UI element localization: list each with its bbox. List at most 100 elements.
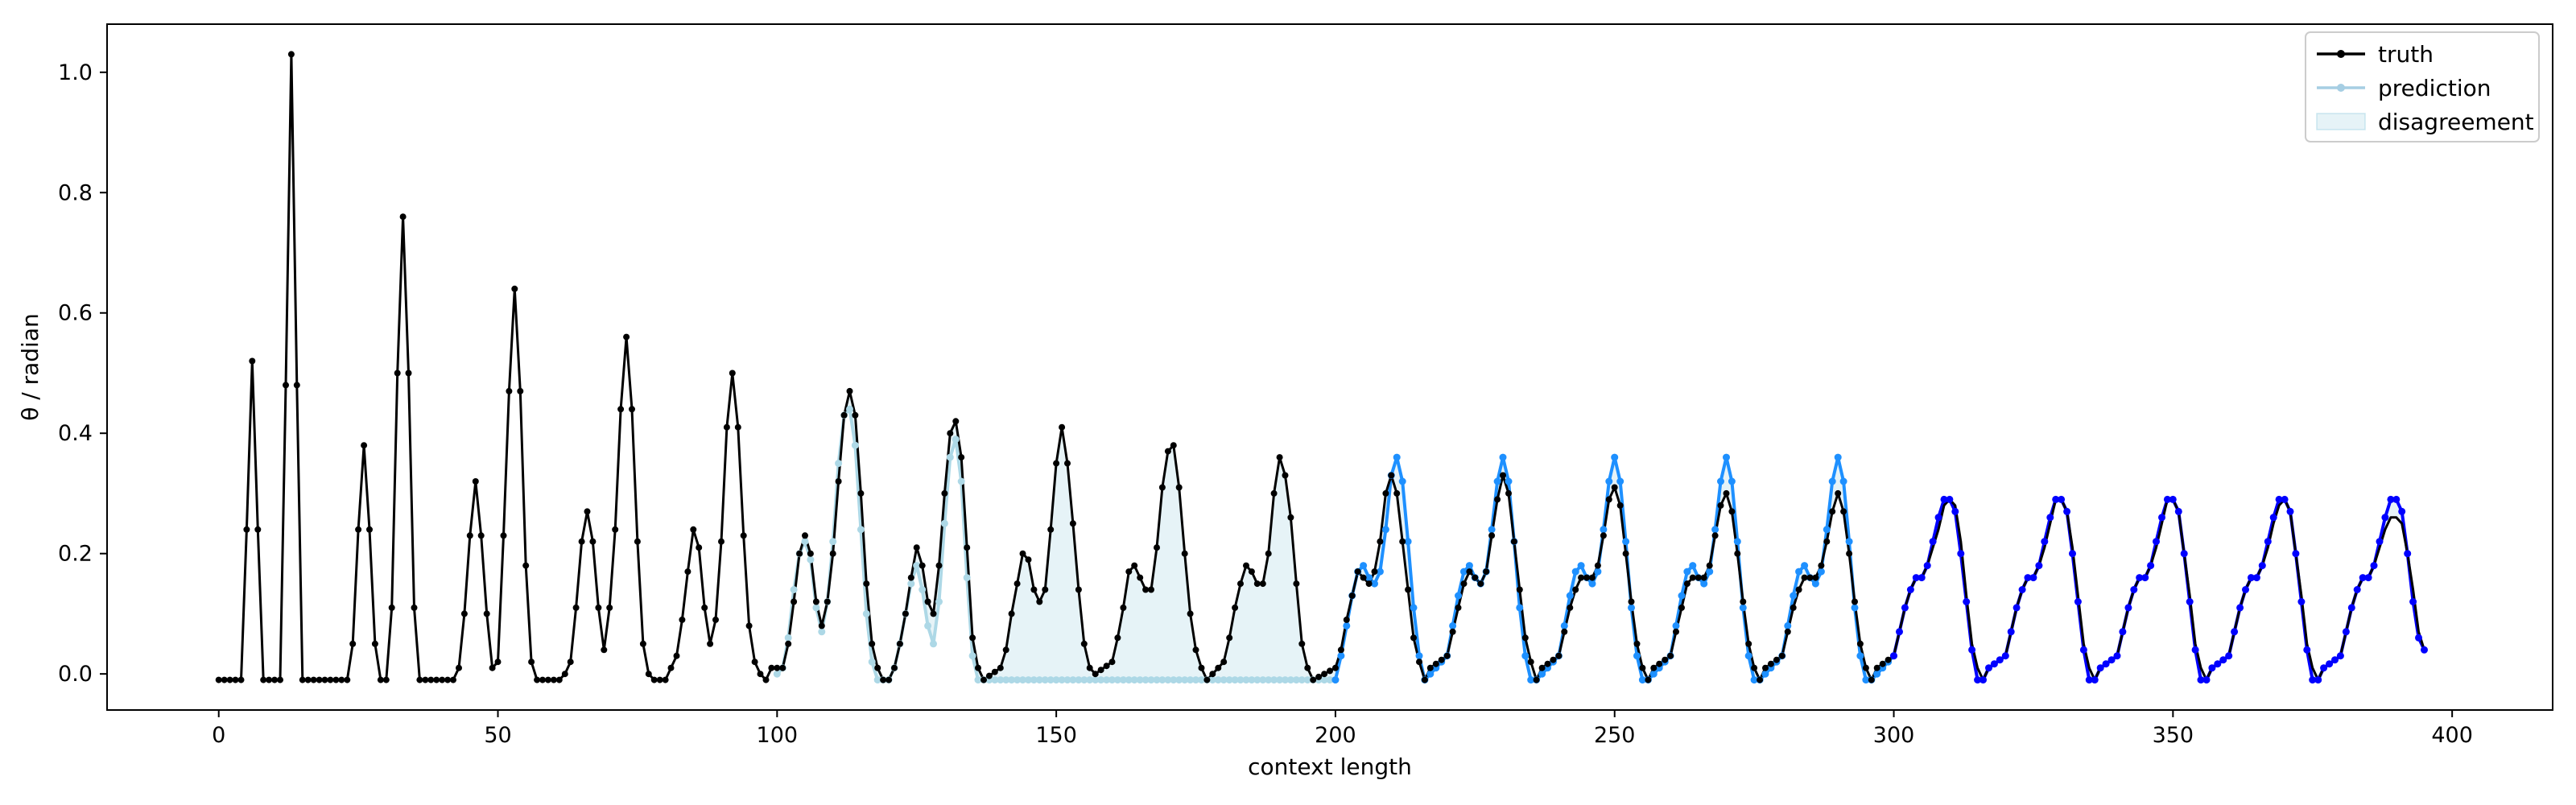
truth-point [1662, 656, 1669, 663]
truth-point [1572, 586, 1579, 593]
truth-point [1683, 580, 1690, 588]
truth-point [405, 369, 412, 377]
prediction-point [913, 562, 921, 570]
prediction-point [974, 676, 982, 684]
prediction-point [2353, 586, 2361, 593]
prediction-point [873, 676, 881, 684]
prediction-point [1187, 676, 1195, 684]
prediction-point [2292, 550, 2300, 558]
prediction-point [1700, 580, 1708, 588]
truth-point [260, 676, 267, 683]
truth-point [1650, 664, 1657, 671]
x-tick-label: 50 [484, 723, 511, 748]
prediction-point [2124, 604, 2132, 612]
prediction-point [1080, 676, 1088, 684]
truth-point [460, 610, 468, 617]
prediction-point [1851, 604, 1859, 612]
truth-point [745, 622, 753, 630]
prediction-point [2387, 495, 2395, 503]
y-tick-label: 0.8 [58, 180, 93, 205]
truth-point [601, 646, 608, 654]
truth-point [952, 418, 960, 425]
prediction-point [2102, 660, 2110, 668]
prediction-point [946, 453, 954, 461]
prediction-point [2085, 676, 2093, 684]
truth-point [1371, 568, 1378, 576]
truth-point [349, 640, 357, 647]
truth-point [869, 640, 876, 647]
truth-point [1561, 628, 1568, 635]
truth-point [629, 406, 635, 413]
prediction-point [963, 574, 971, 582]
prediction-point [1415, 652, 1423, 660]
truth-point [1488, 532, 1496, 539]
truth-point [886, 676, 893, 683]
truth-point [528, 658, 535, 666]
truth-point [924, 598, 931, 605]
truth-point [1203, 676, 1211, 683]
prediction-point [2029, 574, 2037, 582]
prediction-point [1103, 676, 1111, 684]
truth-point [818, 622, 825, 630]
truth-point [785, 640, 792, 647]
truth-point [1331, 664, 1339, 671]
prediction-point [2398, 507, 2406, 515]
prediction-point [1616, 477, 1624, 485]
prediction-point [1934, 514, 1942, 522]
prediction-point [835, 460, 843, 468]
prediction-point [2119, 628, 2127, 636]
truth-point [779, 664, 786, 671]
prediction-point [1192, 676, 1199, 684]
truth-point [1852, 598, 1858, 605]
truth-point [1527, 658, 1534, 666]
truth-point [1069, 520, 1076, 527]
truth-point [857, 489, 865, 497]
prediction-point [1890, 652, 1897, 660]
x-tick-label: 300 [1873, 723, 1915, 748]
truth-point [1421, 676, 1428, 683]
plot-frame [106, 23, 2553, 711]
prediction-point [2297, 598, 2306, 605]
truth-point [1740, 598, 1747, 605]
prediction-point [2281, 495, 2289, 503]
truth-point [283, 382, 289, 389]
truth-point [1460, 580, 1468, 588]
truth-point [835, 478, 842, 485]
truth-point [1142, 586, 1150, 593]
truth-point [1393, 489, 1401, 497]
prediction-point [1918, 574, 1926, 582]
prediction-point [1628, 604, 1635, 612]
truth-point [595, 604, 602, 611]
truth-point [880, 676, 887, 683]
truth-point [1405, 586, 1412, 593]
truth-point [1806, 574, 1814, 581]
prediction-point [1030, 676, 1038, 684]
prediction-point [773, 670, 781, 678]
prediction-point [1298, 676, 1306, 684]
prediction-point [1019, 676, 1026, 684]
prediction-point [1286, 676, 1294, 684]
truth-point [1689, 574, 1696, 581]
truth-point [1298, 640, 1306, 647]
prediction-point [2024, 574, 2032, 582]
truth-point [650, 676, 658, 683]
prediction-point [2113, 652, 2121, 660]
prediction-point [2041, 538, 2049, 546]
y-tick-label: 0.6 [58, 301, 93, 326]
prediction-point [1951, 507, 1959, 515]
prediction-point [1276, 676, 1284, 684]
prediction-point [1460, 568, 1468, 576]
truth-point [483, 610, 490, 617]
prediction-point [2376, 538, 2384, 546]
truth-point [1505, 489, 1512, 497]
truth-point [517, 387, 524, 394]
prediction-point [829, 538, 837, 546]
y-tick-label: 0.2 [58, 542, 93, 567]
prediction-point [1811, 580, 1819, 588]
prediction-point [1404, 538, 1412, 546]
truth-point [985, 672, 993, 679]
prediction-point [1566, 592, 1574, 600]
prediction-point [1331, 676, 1340, 684]
truth-point [1578, 574, 1585, 581]
truth-point [1243, 562, 1249, 569]
